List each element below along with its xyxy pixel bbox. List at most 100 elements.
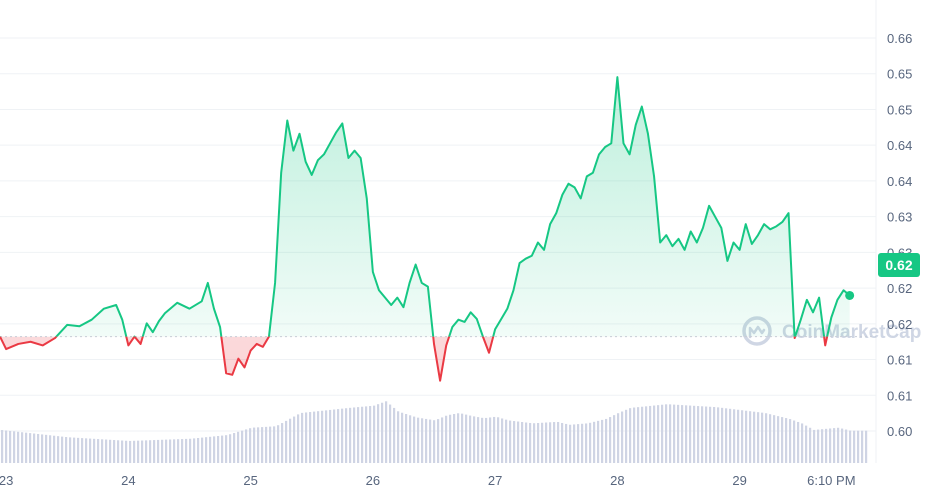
volume-bar (321, 410, 324, 463)
volume-bar (773, 415, 776, 463)
volume-bar (425, 418, 428, 463)
volume-bar (257, 427, 260, 463)
volume-bar (477, 417, 480, 463)
x-axis: 23 24 25 26 27 28 29 6:10 PM (0, 473, 856, 488)
volume-bar (181, 439, 184, 463)
volume-bar (669, 404, 672, 463)
volume-bar (101, 439, 104, 463)
volume-bar (433, 420, 436, 463)
volume-bar (185, 438, 188, 463)
x-tick-label: 26 (366, 473, 380, 488)
volume-bar (485, 417, 488, 463)
volume-bar (117, 440, 120, 463)
volume-bar (113, 440, 116, 463)
volume-bar (281, 423, 284, 463)
volume-bar (457, 413, 460, 463)
volume-bar (45, 434, 48, 463)
volume-bar (845, 429, 848, 463)
volume-bar (141, 440, 144, 463)
volume-bar (641, 406, 644, 463)
volume-bar (765, 413, 768, 463)
volume-bar (717, 407, 720, 463)
volume-bar (445, 415, 448, 463)
volume-bar (33, 433, 36, 463)
volume-bar (681, 405, 684, 463)
volume-bar (833, 428, 836, 463)
x-tick-label: 25 (243, 473, 257, 488)
volume-bar (837, 427, 840, 463)
y-tick-label: 0.61 (887, 388, 912, 403)
volume-bar (25, 432, 28, 463)
x-tick-label: 6:10 PM (807, 473, 855, 488)
volume-bar (853, 430, 856, 463)
volume-bar (761, 412, 764, 463)
volume-bar (569, 424, 572, 463)
volume-bar (861, 430, 864, 463)
volume-bar (89, 438, 92, 463)
price-area (0, 77, 850, 381)
x-tick-label: 24 (121, 473, 135, 488)
volume-bar (169, 439, 172, 463)
volume-bar (621, 411, 624, 463)
volume-bar (237, 431, 240, 463)
volume-bar (53, 435, 56, 463)
volume-bar (305, 412, 308, 463)
volume-bar (549, 422, 552, 463)
volume-bar (345, 408, 348, 463)
volume-bar (725, 408, 728, 463)
volume-bar (269, 426, 272, 463)
volume-bar (405, 414, 408, 463)
volume-bar (105, 439, 108, 463)
volume-bar (213, 436, 216, 463)
volume-bar (813, 429, 816, 463)
y-tick-label: 0.64 (887, 174, 912, 189)
volume-bar (625, 409, 628, 463)
volume-bar (697, 406, 700, 463)
volume-bar (389, 404, 392, 463)
current-price-badge-bg (878, 253, 920, 277)
volume-bar (381, 402, 384, 463)
volume-bar (77, 437, 80, 463)
volume-bar (817, 429, 820, 463)
volume-bar (769, 414, 772, 463)
volume-bar (505, 419, 508, 463)
volume-bar (173, 439, 176, 463)
volume-bar (21, 432, 24, 463)
volume-bar (741, 410, 744, 463)
volume-bar (637, 407, 640, 463)
volume-bar (449, 414, 452, 463)
volume-bar (249, 428, 252, 463)
current-price-dot (845, 290, 855, 300)
volume-bar (57, 436, 60, 463)
volume-bar (85, 438, 88, 463)
volume-bar (361, 406, 364, 463)
volume-bar (333, 409, 336, 463)
volume-bar (709, 406, 712, 463)
volume-bar (93, 438, 96, 463)
volume-bar (677, 404, 680, 463)
volume-bar (553, 422, 556, 463)
volume-bar (469, 415, 472, 463)
volume-bar (189, 438, 192, 463)
volume-bar (241, 430, 244, 463)
volume-bar (409, 415, 412, 463)
volume-bar (217, 435, 220, 463)
current-price-label: 0.62 (885, 257, 912, 273)
volume-bar (149, 440, 152, 463)
volume-bar (233, 433, 236, 463)
volume-bar (1, 430, 4, 463)
volume-bar (245, 429, 248, 463)
volume-bar (421, 418, 424, 463)
volume-bar (329, 409, 332, 463)
volume-bar (357, 407, 360, 463)
volume-bar (657, 405, 660, 463)
volume-bar (229, 434, 232, 463)
volume-bar (701, 406, 704, 463)
volume-bar (777, 416, 780, 463)
volume-bar (557, 422, 560, 463)
y-axis: 0.660.650.650.640.640.630.630.620.620.61… (887, 31, 912, 439)
volume-bar (109, 439, 112, 463)
volume-bar (465, 414, 468, 463)
volume-bar (301, 412, 304, 463)
